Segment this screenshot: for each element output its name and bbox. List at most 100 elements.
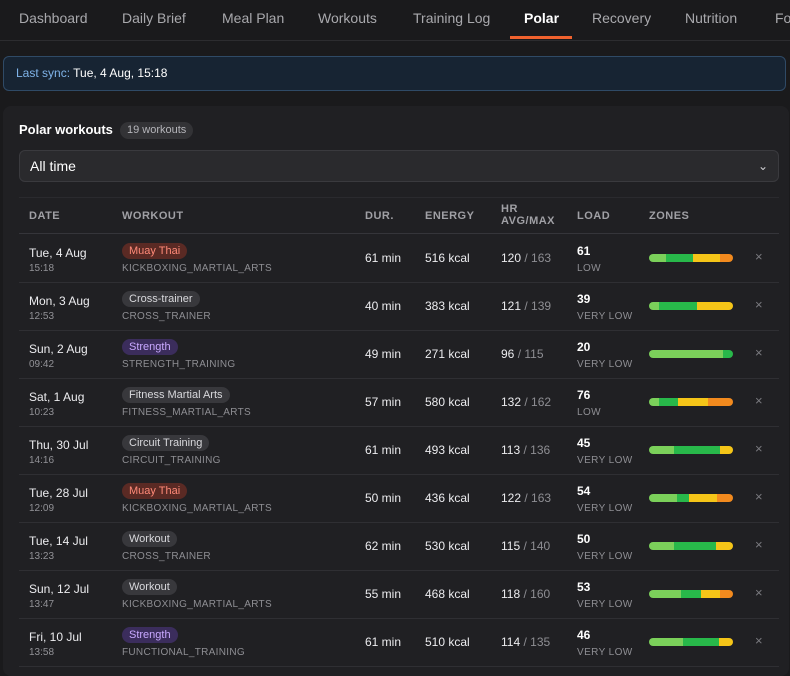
hr-avg: 114	[501, 635, 521, 649]
table-row[interactable]: Sun, 2 Aug 09:42 Strength STRENGTH_TRAINING…	[19, 330, 779, 379]
zone-segment-4	[719, 590, 733, 598]
row-time: 12:53	[29, 311, 55, 322]
row-duration: 61 min	[365, 635, 402, 649]
hr-max: / 136	[523, 443, 551, 457]
row-date: Tue, 14 Jul	[29, 534, 88, 548]
row-hr: 115 / 140	[501, 539, 550, 553]
hr-avg: 132	[501, 395, 522, 409]
tab-daily-brief[interactable]: Daily Brief	[122, 10, 186, 26]
workout-badge: Strength	[122, 339, 178, 355]
close-icon[interactable]: ×	[755, 345, 763, 360]
active-tab-indicator	[510, 36, 572, 39]
tab-more[interactable]: Fo	[775, 10, 790, 26]
zone-segment-2	[674, 542, 717, 550]
zones-bar	[649, 254, 733, 262]
zone-segment-3	[716, 542, 733, 550]
row-hr: 121 / 139	[501, 299, 551, 313]
row-load-label: LOW	[577, 407, 601, 418]
row-load-label: VERY LOW	[577, 455, 633, 466]
close-icon[interactable]: ×	[755, 585, 763, 600]
panel-title: Polar workouts	[19, 122, 113, 137]
hr-max: / 163	[524, 251, 552, 265]
zone-segment-2	[665, 254, 693, 262]
hr-avg: 96	[501, 347, 515, 361]
row-load-label: VERY LOW	[577, 359, 633, 370]
zone-segment-4	[720, 254, 733, 262]
tab-nutrition[interactable]: Nutrition	[685, 10, 738, 26]
row-load: 20	[577, 340, 591, 354]
tab-training-log[interactable]: Training Log	[413, 10, 491, 26]
row-hr: 113 / 136	[501, 443, 550, 457]
row-sport-type: FITNESS_MARTIAL_ARTS	[122, 407, 251, 418]
tab-polar[interactable]: Polar	[524, 10, 560, 26]
hr-max: / 139	[524, 299, 552, 313]
tab-meal-plan[interactable]: Meal Plan	[222, 10, 285, 26]
table-row[interactable]: Thu, 30 Jul 14:16 Circuit Training CIRCUIT_…	[19, 426, 779, 475]
table-row[interactable]: Tue, 4 Aug 15:18 Muay Thai KICKBOXING_MARTI…	[19, 234, 779, 283]
workout-count-badge: 19 workouts	[120, 122, 194, 139]
close-icon[interactable]: ×	[755, 441, 763, 456]
col-hr-line1: HR	[501, 203, 518, 215]
hr-max: / 160	[523, 587, 551, 601]
workout-badge: Muay Thai	[122, 243, 188, 259]
close-icon[interactable]: ×	[755, 393, 763, 408]
zone-segment-2	[680, 590, 702, 598]
row-date: Tue, 28 Jul	[29, 486, 88, 500]
row-date: Sat, 1 Aug	[29, 390, 85, 404]
row-load: 61	[577, 244, 591, 258]
row-duration: 61 min	[365, 443, 402, 457]
zone-segment-3	[701, 590, 720, 598]
zones-bar	[649, 302, 733, 310]
hr-avg: 121	[501, 299, 522, 313]
table-row[interactable]: Tue, 28 Jul 12:09 Muay Thai KICKBOXING_MART…	[19, 474, 779, 523]
row-load: 53	[577, 580, 591, 594]
time-range-value: All time	[30, 158, 76, 174]
workouts-table: DATE WORKOUT DUR. ENERGY HR AVG/MAX LOAD…	[19, 197, 779, 670]
zone-segment-1	[649, 542, 675, 550]
workout-badge: Strength	[122, 627, 178, 643]
tab-dashboard[interactable]: Dashboard	[19, 10, 88, 26]
zone-segment-3	[692, 254, 721, 262]
close-icon[interactable]: ×	[755, 537, 763, 552]
col-load: LOAD	[577, 210, 611, 222]
zone-segment-1	[649, 254, 666, 262]
row-duration: 57 min	[365, 395, 402, 409]
zone-segment-1	[649, 350, 723, 358]
hr-max: / 140	[523, 539, 551, 553]
row-energy: 510 kcal	[425, 635, 470, 649]
row-energy: 530 kcal	[425, 539, 470, 553]
sync-banner: Last sync: Tue, 4 Aug, 15:18	[3, 56, 786, 91]
tab-recovery[interactable]: Recovery	[592, 10, 652, 26]
row-sport-type: KICKBOXING_MARTIAL_ARTS	[122, 599, 272, 610]
row-time: 15:18	[29, 263, 55, 274]
workout-badge: Fitness Martial Arts	[122, 387, 230, 403]
zone-segment-3	[678, 398, 708, 406]
close-icon[interactable]: ×	[755, 249, 763, 264]
col-workout: WORKOUT	[122, 210, 184, 222]
row-time: 13:58	[29, 647, 55, 658]
row-energy: 383 kcal	[425, 299, 470, 313]
close-icon[interactable]: ×	[755, 297, 763, 312]
zone-segment-1	[649, 446, 675, 454]
row-time: 14:16	[29, 455, 55, 466]
hr-max: / 115	[517, 347, 544, 361]
col-hr-line2: AVG/MAX	[501, 215, 556, 227]
row-sport-type: FUNCTIONAL_TRAINING	[122, 647, 245, 658]
row-sport-type: CROSS_TRAINER	[122, 551, 211, 562]
row-load: 39	[577, 292, 591, 306]
row-date: Sun, 2 Aug	[29, 342, 88, 356]
table-row[interactable]: Sun, 12 Jul 13:47 Workout KICKBOXING_MARTIA…	[19, 570, 779, 619]
close-icon[interactable]: ×	[755, 489, 763, 504]
table-row[interactable]: Tue, 14 Jul 13:23 Workout CROSS_TRAINER 62 m…	[19, 522, 779, 571]
close-icon[interactable]: ×	[755, 633, 763, 648]
zone-segment-3	[696, 302, 733, 310]
row-time: 13:47	[29, 599, 55, 610]
hr-avg: 113	[501, 443, 521, 457]
row-sport-type: KICKBOXING_MARTIAL_ARTS	[122, 503, 272, 514]
table-row[interactable]: Fri, 10 Jul 13:58 Strength FUNCTIONAL_TRAIN…	[19, 618, 779, 667]
row-date: Tue, 4 Aug	[29, 246, 87, 260]
tab-workouts[interactable]: Workouts	[318, 10, 377, 26]
time-range-select[interactable]: All time ⌄	[19, 150, 779, 182]
table-row[interactable]: Mon, 3 Aug 12:53 Cross-trainer CROSS_TRAINE…	[19, 282, 779, 331]
table-row[interactable]: Sat, 1 Aug 10:23 Fitness Martial Arts FITNE…	[19, 378, 779, 427]
